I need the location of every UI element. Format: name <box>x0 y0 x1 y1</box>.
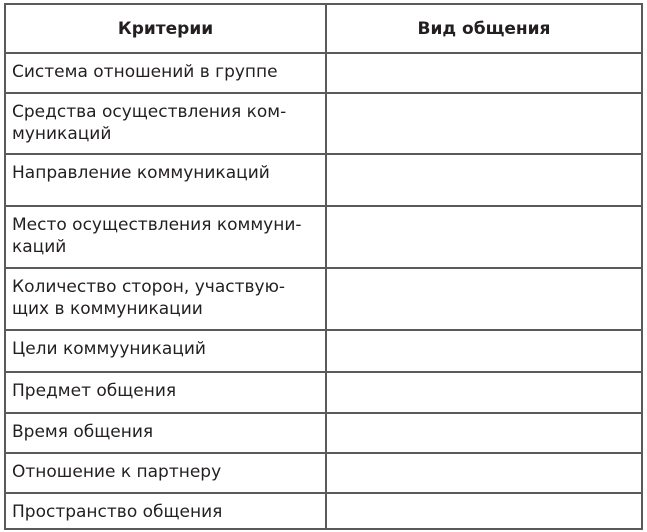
communication-type-cell[interactable] <box>325 452 643 494</box>
table-row: Система отношений в группе <box>4 52 643 94</box>
communication-type-cell[interactable] <box>325 267 643 331</box>
criterion-cell: Пространство общения <box>4 492 327 530</box>
table-row: Отношение к партнеру <box>4 452 643 494</box>
table-row: Время общения <box>4 412 643 454</box>
table-row: Средства осуществления ком- муникаций <box>4 92 643 155</box>
table-row: Направление коммуникаций <box>4 153 643 207</box>
header-communication-type: Вид общения <box>325 3 643 54</box>
header-criteria: Критерии <box>4 3 327 54</box>
communication-type-cell[interactable] <box>325 371 643 414</box>
criterion-cell: Средства осуществления ком- муникаций <box>4 92 327 155</box>
communication-type-cell[interactable] <box>325 92 643 155</box>
table-row: Предмет общения <box>4 371 643 414</box>
criterion-cell: Предмет общения <box>4 371 327 414</box>
communication-type-cell[interactable] <box>325 329 643 373</box>
criteria-table: Критерии Вид общения Система отношений в… <box>4 3 643 530</box>
header-row: Критерии Вид общения <box>4 3 643 54</box>
criterion-cell: Количество сторон, участвую- щих в комму… <box>4 267 327 331</box>
table-row: Цели коммууникаций <box>4 329 643 373</box>
communication-type-cell[interactable] <box>325 205 643 269</box>
criterion-cell: Место осуществления коммуни- каций <box>4 205 327 269</box>
criterion-cell: Система отношений в группе <box>4 52 327 94</box>
criterion-cell: Направление коммуникаций <box>4 153 327 207</box>
criterion-cell: Время общения <box>4 412 327 454</box>
criterion-cell: Цели коммууникаций <box>4 329 327 373</box>
communication-type-cell[interactable] <box>325 492 643 530</box>
communication-type-cell[interactable] <box>325 52 643 94</box>
table-row: Количество сторон, участвую- щих в комму… <box>4 267 643 331</box>
communication-type-cell[interactable] <box>325 153 643 207</box>
table-row: Место осуществления коммуни- каций <box>4 205 643 269</box>
communication-type-cell[interactable] <box>325 412 643 454</box>
criterion-cell: Отношение к партнеру <box>4 452 327 494</box>
table-row: Пространство общения <box>4 492 643 530</box>
